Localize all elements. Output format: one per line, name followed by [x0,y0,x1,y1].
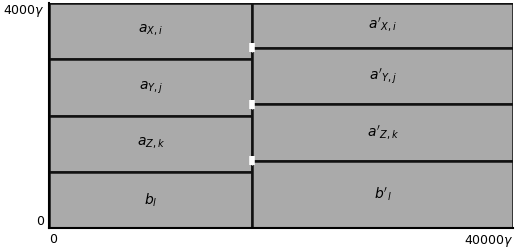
Text: $a_{X,i}$: $a_{X,i}$ [138,23,163,39]
Bar [252,161,513,228]
Bar [252,104,513,161]
Text: $a'_{Y,j}$: $a'_{Y,j}$ [369,66,397,86]
Text: $b'_l$: $b'_l$ [374,186,392,203]
Bar [252,48,513,104]
Bar [252,3,513,48]
Bar [50,59,252,116]
Text: $a_{Z,k}$: $a_{Z,k}$ [137,136,165,151]
Text: $a'_{X,i}$: $a'_{X,i}$ [368,16,397,35]
Bar [50,3,252,59]
Text: $a'_{Z,k}$: $a'_{Z,k}$ [367,123,399,142]
Bar [50,172,252,228]
Text: $b_l$: $b_l$ [144,192,157,209]
Text: $a_{Y,j}$: $a_{Y,j}$ [139,79,163,96]
Bar [50,116,252,172]
